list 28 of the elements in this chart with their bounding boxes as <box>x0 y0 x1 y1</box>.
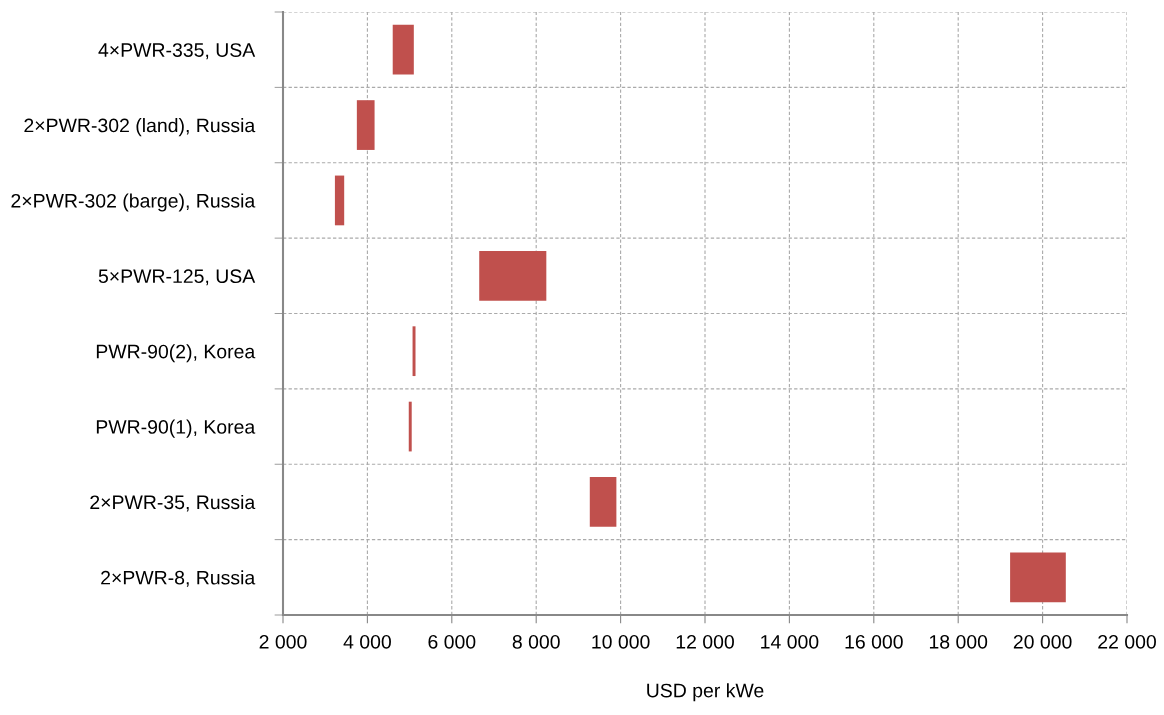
x-tick-label: 20 000 <box>1013 634 1072 649</box>
y-tick-label: 4×PWR-335, USA <box>98 43 256 60</box>
y-tick-label: 2×PWR-302 (land), Russia <box>24 118 256 137</box>
bar <box>408 401 412 452</box>
y-tick-label: 2×PWR-8, Russia <box>101 570 256 587</box>
x-tick-label: 22 000 <box>1098 634 1156 649</box>
x-tick-label: 14 000 <box>761 634 819 649</box>
bar <box>479 250 547 301</box>
x-tick-label: 6 000 <box>428 634 476 649</box>
bar <box>334 175 345 226</box>
y-tick-label: PWR-90(1), Korea <box>96 419 256 438</box>
x-tick-label: 12 000 <box>676 634 734 649</box>
x-tick-label: 2 000 <box>259 634 307 649</box>
y-tick-label: 2×PWR-302 (barge), Russia <box>11 193 256 212</box>
bar <box>412 326 416 377</box>
x-tick-label: 16 000 <box>845 634 903 649</box>
bar <box>356 100 375 150</box>
bar <box>392 24 414 75</box>
x-tick-label: 18 000 <box>929 634 988 649</box>
x-axis-title: USD per kWe <box>647 683 764 702</box>
x-tick-label: 10 000 <box>592 634 650 649</box>
bar <box>1010 552 1066 603</box>
y-tick-label: PWR-90(2), Korea <box>96 344 256 363</box>
x-tick-label: 8 000 <box>512 634 560 649</box>
y-tick-label: 5×PWR-125, USA <box>98 269 256 286</box>
y-tick-label: 2×PWR-35, Russia <box>90 494 256 512</box>
bar <box>589 477 617 527</box>
x-tick-label: 4 000 <box>343 634 391 649</box>
